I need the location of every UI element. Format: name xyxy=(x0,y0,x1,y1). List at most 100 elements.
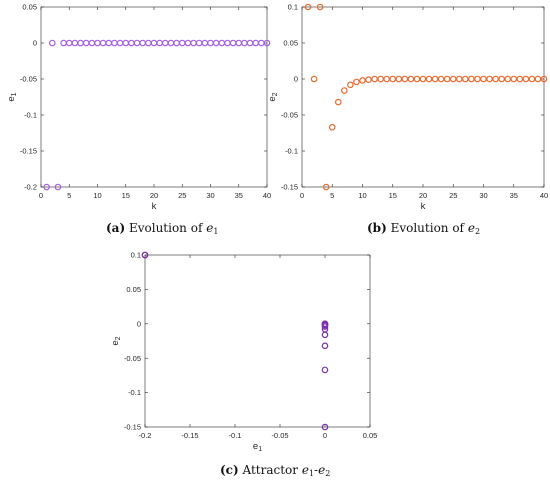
x-axis-label: k xyxy=(152,201,157,212)
data-point xyxy=(322,183,330,191)
y-tick-label: 0.05 xyxy=(283,39,298,48)
x-tick-label: 0 xyxy=(300,191,304,200)
data-point xyxy=(304,3,312,11)
data-point xyxy=(474,75,481,83)
x-axis-label: k xyxy=(421,201,426,212)
x-axis-label-main: k xyxy=(152,201,157,212)
data-point xyxy=(449,75,457,83)
x-tick-label: 10 xyxy=(358,191,366,200)
y-tick-label: 0.1 xyxy=(131,251,141,260)
y-tick-label: -0.1 xyxy=(285,147,298,156)
chart-e1-evolution: 0 5 10 15 20 25 30 35 40 0.05 0 -0.05 -0.1 -0.15 -0.2 k… xyxy=(6,3,271,212)
y-tick-label: 0 xyxy=(137,319,141,328)
x-tick-label: 35 xyxy=(510,191,518,200)
data-point xyxy=(54,183,62,191)
caption-a: (a) Evolution of e1 xyxy=(106,221,218,236)
x-tick-label: 20 xyxy=(150,191,158,200)
x-tick-label: 25 xyxy=(449,191,457,200)
x-tick-label: 15 xyxy=(122,191,130,200)
caption-c-sub1: 1 xyxy=(308,469,315,478)
y-tick-label: -0.1 xyxy=(128,388,141,397)
data-point xyxy=(407,75,415,83)
x-tick-label: 5 xyxy=(330,191,334,200)
data-point xyxy=(321,366,329,374)
x-axis-label-sub: 1 xyxy=(258,446,262,453)
data-point xyxy=(401,75,409,83)
caption-a-tag: (a) xyxy=(106,221,126,235)
data-point xyxy=(263,39,271,47)
data-point xyxy=(516,75,524,83)
data-point xyxy=(353,78,360,86)
caption-a-var: e xyxy=(206,221,214,235)
data-point xyxy=(455,75,463,83)
y-axis-label-sub: 2 xyxy=(272,92,279,96)
caption-c-text: Attractor xyxy=(242,463,299,477)
data-point xyxy=(141,251,149,259)
y-tick-label: 0.1 xyxy=(288,3,298,12)
y-axis-label-main: e xyxy=(6,96,17,101)
x-tick-label: 25 xyxy=(178,191,186,200)
caption-c: (c) Attractor e1-e2 xyxy=(220,463,330,478)
data-point xyxy=(371,75,378,83)
y-tick-label: -0.15 xyxy=(281,183,298,192)
data-point xyxy=(389,75,397,83)
data-point xyxy=(48,39,56,47)
caption-c-dash: - xyxy=(314,463,319,477)
data-point xyxy=(437,75,445,83)
data-point xyxy=(413,75,421,83)
caption-b-var: e xyxy=(467,221,475,235)
data-point xyxy=(359,77,366,84)
data-point xyxy=(365,76,372,84)
chart-attractor: -0.2 -0.15 -0.1 -0.05 0 0.050.10.050-0.05-0.1… xyxy=(110,251,377,453)
caption-c-tag: (c) xyxy=(220,463,239,477)
y-axis-label-sub: 1 xyxy=(11,92,18,96)
data-point xyxy=(522,75,530,83)
y-tick-label: 0.05 xyxy=(126,285,141,294)
y-tick-label: -0.05 xyxy=(281,111,298,120)
data-point xyxy=(395,75,403,83)
data-point xyxy=(498,75,505,83)
y-tick-label: -0.05 xyxy=(20,75,37,84)
y-tick-label: -0.1 xyxy=(24,111,37,120)
data-point xyxy=(316,3,324,11)
caption-c-var1: e xyxy=(301,463,309,477)
data-point xyxy=(310,75,318,83)
x-tick-label: -0.2 xyxy=(139,431,152,440)
y-axis-label: e2 xyxy=(110,336,122,345)
data-point xyxy=(321,423,329,431)
y-axis-label-main: e xyxy=(267,96,278,101)
data-point xyxy=(486,75,493,83)
caption-b-text: Evolution of xyxy=(390,221,465,235)
y-axis-label: e2 xyxy=(267,92,279,101)
y-tick-label: 0 xyxy=(33,39,37,48)
y-tick-label: -0.2 xyxy=(24,183,37,192)
x-axis-label-main: k xyxy=(421,201,426,212)
caption-c-sub2: 2 xyxy=(325,469,331,478)
y-axis-label-main: e xyxy=(110,340,121,345)
data-point xyxy=(321,342,329,350)
data-point xyxy=(347,81,354,89)
x-tick-label: -0.05 xyxy=(271,431,288,440)
x-axis-label: e1 xyxy=(253,441,262,453)
data-point xyxy=(443,75,451,83)
data-point xyxy=(334,98,342,106)
data-point xyxy=(504,75,512,83)
y-tick-label: -0.15 xyxy=(124,423,141,432)
x-tick-label: 10 xyxy=(93,191,101,200)
caption-a-sub: 1 xyxy=(213,227,219,236)
y-tick-label: -0.05 xyxy=(124,354,141,363)
data-point xyxy=(528,75,536,83)
data-point xyxy=(328,123,336,131)
data-point xyxy=(419,75,427,83)
y-axis-label-sub: 2 xyxy=(115,336,122,340)
x-tick-label: 5 xyxy=(67,191,71,200)
caption-b-tag: (b) xyxy=(367,221,387,235)
data-point xyxy=(492,75,499,83)
plot-frame xyxy=(144,254,371,428)
x-tick-label: 35 xyxy=(235,191,243,200)
data-point xyxy=(431,75,439,83)
y-tick-label: 0.05 xyxy=(22,3,37,12)
caption-c-var2: e xyxy=(318,463,326,477)
data-point xyxy=(480,75,487,83)
